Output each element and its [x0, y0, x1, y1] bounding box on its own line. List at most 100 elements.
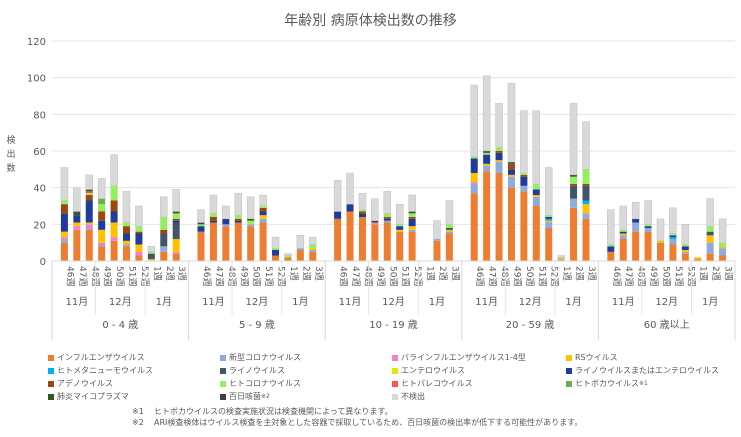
bar-segment: [669, 237, 677, 239]
y-axis-label: 検出数: [6, 136, 16, 174]
legend-item: 百日咳菌 ※2: [220, 390, 392, 403]
bar-segment: [544, 167, 553, 216]
age-group-label: 60 歳以上: [644, 319, 690, 331]
week-tick-label: 46週: [201, 266, 212, 286]
bar-segment: [197, 231, 205, 261]
month-label: 11月: [65, 296, 88, 308]
bar-segment: [395, 203, 404, 225]
bar-segment: [383, 217, 391, 219]
legend-swatch: [220, 393, 226, 400]
week-tick-label: 47週: [487, 266, 498, 286]
age-group-label: 0 - 4 歳: [102, 319, 138, 331]
bar-segment: [507, 174, 515, 177]
bar-segment: [495, 160, 503, 162]
bar-segment: [582, 184, 590, 186]
bar-segment: [532, 195, 540, 197]
bar-segment: [520, 176, 528, 186]
bar-segment: [110, 237, 118, 241]
bar-segment: [135, 231, 143, 234]
bar-segment: [209, 213, 217, 217]
bar-segment: [644, 231, 652, 261]
bar-segment: [309, 244, 317, 249]
bar-segment: [98, 211, 106, 221]
bar-segment: [123, 240, 131, 245]
bar-segment: [694, 259, 702, 261]
legend-label: ライノウイルスまたはエンテロウイルス: [575, 366, 719, 375]
week-tick-label: 48週: [89, 266, 100, 286]
legend-item: アデノウイルス: [48, 377, 220, 390]
legend-item: パラインフルエンザウイルス1-4型: [392, 351, 566, 364]
bar-segment: [358, 209, 366, 212]
bar-segment: [396, 229, 404, 232]
bar-segment: [669, 235, 677, 238]
bar-segment: [532, 189, 540, 195]
bar-segment: [570, 198, 578, 208]
bar-segment: [259, 207, 267, 212]
bar-segment: [545, 217, 553, 219]
legend-item: インフルエンザウイルス: [48, 351, 220, 364]
bar-segment: [73, 215, 81, 223]
week-tick-label: 48週: [362, 266, 373, 286]
week-tick-label: 1週: [425, 266, 436, 281]
bar-segment: [706, 235, 714, 243]
legend-swatch: [392, 393, 398, 400]
bar-segment: [706, 198, 714, 227]
month-label: 1月: [702, 296, 718, 308]
bar-segment: [110, 200, 118, 212]
bar-segment: [346, 211, 354, 261]
legend-swatch: [220, 354, 226, 361]
bar-segment: [172, 239, 180, 252]
bar-segment: [656, 242, 664, 261]
bar-segment: [333, 180, 342, 212]
bar-segment: [631, 202, 640, 220]
week-tick-label: 52週: [685, 266, 696, 286]
bar-segment: [619, 235, 627, 239]
legend-label: 不検出: [401, 392, 425, 401]
week-tick-label: 50週: [524, 266, 535, 286]
week-tick-label: 47週: [350, 266, 361, 286]
bar-segment: [557, 259, 565, 261]
bar-segment: [197, 224, 205, 227]
legend-swatch: [392, 354, 398, 361]
bar-segment: [545, 222, 553, 228]
month-label: 1月: [156, 296, 172, 308]
week-tick-label: 1週: [698, 266, 709, 281]
bar-segment: [582, 204, 590, 214]
bar-segment: [222, 226, 230, 261]
chart-title: 年齢別 病原体検出数の推移: [284, 13, 457, 29]
bar-segment: [619, 205, 627, 231]
bar-segment: [98, 220, 106, 230]
week-tick-label: 49週: [375, 266, 386, 286]
bar-segment: [483, 154, 491, 164]
bar-segment: [272, 255, 280, 261]
week-tick-label: 46週: [474, 266, 485, 286]
bar-segment: [209, 194, 218, 214]
bar-segment: [147, 246, 156, 253]
bar-segment: [706, 226, 714, 232]
age-group-label: 20 - 59 歳: [506, 319, 555, 331]
bar-segment: [358, 213, 366, 217]
bar-segment: [445, 231, 453, 234]
legend-item: ヒトパレコウイルス: [392, 377, 566, 390]
bar-segment: [110, 211, 118, 223]
bar-segment: [644, 224, 652, 227]
bar-segment: [98, 229, 106, 243]
week-tick-label: 50週: [387, 266, 398, 286]
bar-segment: [160, 217, 168, 230]
bar-segment: [98, 244, 106, 247]
month-label: 12月: [246, 296, 269, 308]
bar-segment: [545, 228, 553, 261]
bar-segment: [85, 224, 93, 228]
legend-item: 不検出: [392, 390, 566, 403]
week-tick-label: 3週: [176, 266, 187, 281]
week-tick-label: 50週: [251, 266, 262, 286]
bar-segment: [172, 218, 180, 221]
bar-segment: [408, 211, 416, 214]
bar-segment: [507, 176, 515, 188]
bar-segment: [160, 251, 168, 261]
bar-segment: [495, 162, 503, 173]
bar-segment: [73, 229, 81, 261]
bar-segment: [85, 193, 93, 195]
bar-segment: [60, 204, 68, 214]
